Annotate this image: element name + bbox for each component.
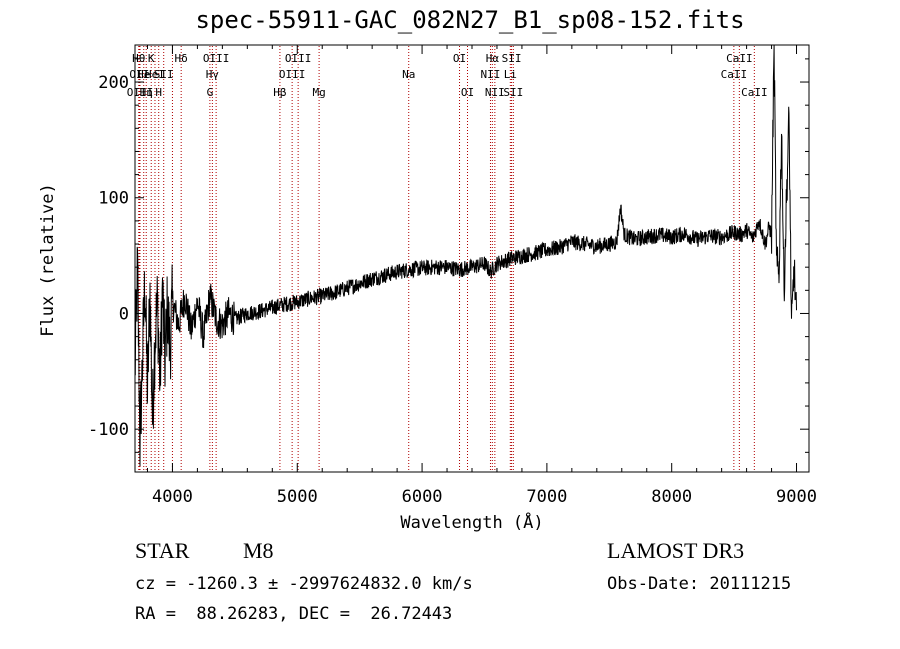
x-axis-label: Wavelength (Å) xyxy=(400,511,543,533)
spectral-line-label: H xyxy=(155,86,162,99)
flux-series-line xyxy=(134,44,797,467)
x-tick-label: 8000 xyxy=(651,487,692,507)
spectral-line-label: OIII xyxy=(285,52,312,65)
spectral-line-label: OI xyxy=(453,52,466,65)
spectral-line-label: HeI xyxy=(145,68,165,81)
spectral-line-label: Mg xyxy=(312,86,325,99)
spectral-line-label: CaII xyxy=(721,68,748,81)
y-tick-label: 100 xyxy=(98,189,129,209)
spectral-line-label: Na xyxy=(402,68,415,81)
x-tick-label: 7000 xyxy=(526,487,567,507)
spectral-line-label: G xyxy=(207,86,214,99)
coordinates-text: RA = 88.26283, DEC = 26.72443 xyxy=(135,604,453,624)
survey-name: LAMOST DR3 xyxy=(607,538,745,563)
spectral-line-labels: HθOIIOIIIHeHηKHeIHSIIHδGHγOIIIHβOIIIOIII… xyxy=(127,52,768,99)
spectral-line-label: Hα xyxy=(486,52,500,65)
plot-frame xyxy=(134,44,810,473)
spectral-line-label: CaII xyxy=(726,52,753,65)
spectral-line-label: SII xyxy=(502,52,522,65)
x-tick-label: 4000 xyxy=(152,487,193,507)
spectral-line-label: K xyxy=(148,52,155,65)
spectral-line-label: SII xyxy=(503,86,523,99)
x-tick-label: 6000 xyxy=(402,487,443,507)
x-tick-label: 9000 xyxy=(776,487,817,507)
spectral-line-label: Hγ xyxy=(206,68,220,81)
spectral-line-label: OIII xyxy=(279,68,306,81)
y-tick-label: 200 xyxy=(98,73,129,93)
spectral-line-label: OIII xyxy=(127,86,154,99)
y-tick-label: -100 xyxy=(88,420,129,440)
spectral-line-label: OII xyxy=(129,68,149,81)
redshift-text: cz = -1260.3 ± -2997624832.0 km/s xyxy=(135,574,473,594)
spectral-line-label: Li xyxy=(504,68,517,81)
x-tick-label: 5000 xyxy=(277,487,318,507)
spectral-line-label: OIII xyxy=(203,52,230,65)
spectral-line-label: Hδ xyxy=(175,52,188,65)
spectral-line-label: NII xyxy=(485,86,505,99)
chart-title: spec-55911-GAC_082N27_B1_sp08-152.fits xyxy=(195,6,745,34)
y-axis-label: Flux (relative) xyxy=(38,183,58,337)
object-subclass: M8 xyxy=(243,538,274,563)
spectral-line-markers xyxy=(138,46,755,471)
observation-date: Obs-Date: 20111215 xyxy=(607,574,792,594)
y-tick-label: 0 xyxy=(119,304,129,324)
object-class: STAR xyxy=(135,538,190,563)
spectral-line-label: OI xyxy=(461,86,474,99)
axis-ticks: 4000 5000 6000 7000 8000 9000 -100 0 100 200 xyxy=(88,45,817,507)
spectral-line-label: He xyxy=(137,68,150,81)
spectral-line-label: SII xyxy=(154,68,174,81)
spectral-line-label: Hβ xyxy=(273,86,287,99)
spectral-line-label: CaII xyxy=(741,86,768,99)
spectral-line-label: Hη xyxy=(140,86,153,99)
spectral-line-label: NII xyxy=(481,68,501,81)
